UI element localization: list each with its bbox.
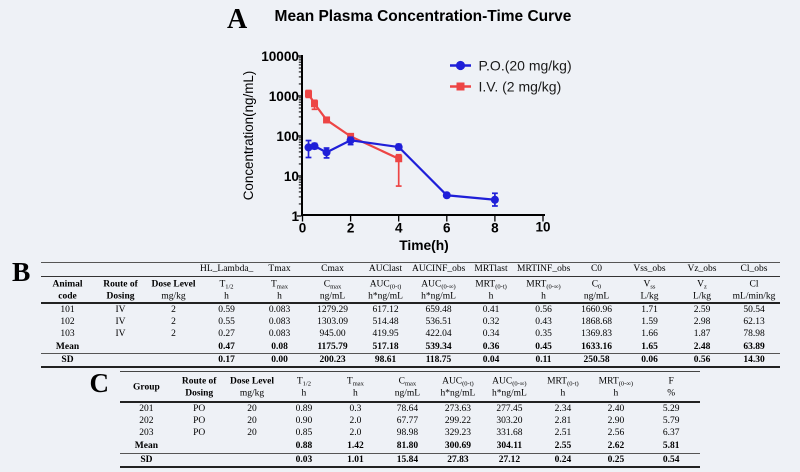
svg-text:Time(h): Time(h) — [399, 238, 449, 253]
svg-text:10000: 10000 — [261, 49, 299, 64]
svg-text:8: 8 — [491, 221, 499, 236]
svg-text:6: 6 — [443, 221, 451, 236]
svg-text:0: 0 — [299, 221, 307, 236]
svg-text:I.V. (2 mg/kg): I.V. (2 mg/kg) — [479, 78, 562, 94]
svg-text:1: 1 — [291, 209, 299, 224]
svg-text:P.O.(20 mg/kg): P.O.(20 mg/kg) — [479, 57, 572, 73]
svg-text:100: 100 — [276, 129, 299, 144]
svg-text:4: 4 — [395, 221, 403, 236]
svg-text:10: 10 — [535, 220, 550, 235]
svg-text:Concentration(ng/mL): Concentration(ng/mL) — [241, 71, 256, 201]
svg-text:2: 2 — [347, 221, 355, 236]
svg-text:1000: 1000 — [269, 89, 299, 104]
svg-text:10: 10 — [284, 169, 299, 184]
